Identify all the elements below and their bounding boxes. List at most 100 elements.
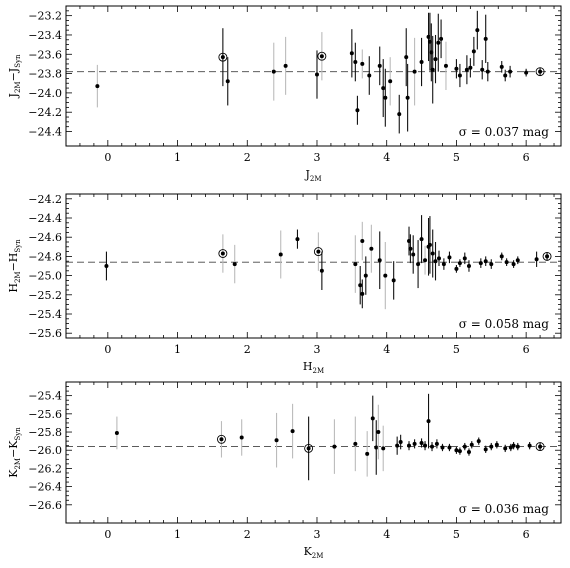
- p1-point-27: [439, 36, 444, 41]
- p1-point-26: [436, 40, 441, 45]
- p3-point-9: [370, 416, 375, 421]
- p3-point-33: [503, 446, 508, 451]
- p3-point-15: [407, 443, 412, 448]
- p1-x-axis-label: J2M: [304, 168, 321, 183]
- p1-point-41: [524, 70, 529, 75]
- p3-point-24: [454, 448, 459, 453]
- p2-point-13: [377, 258, 382, 263]
- p3-xtick-label-4: 4: [383, 528, 390, 541]
- p1-ring-6: [317, 51, 327, 61]
- p1-point-36: [483, 36, 488, 41]
- p2-xtick-label-2: 2: [244, 343, 251, 356]
- p2-point-25: [433, 259, 438, 264]
- panel-j-band: −23.2 −23.4 −23.6 −23.8 −24.0 −24.2 −24.4 0 1 2 3 4…: [7, 5, 562, 183]
- p3-point-26: [462, 444, 467, 449]
- p1-xtick-label-3: 3: [313, 151, 320, 164]
- p2-point-35: [489, 262, 494, 267]
- p3-point-38: [538, 444, 543, 449]
- p2-point-20: [419, 237, 424, 242]
- p2-point-5: [316, 249, 321, 254]
- p2-ytick-label-2: −24.6: [28, 231, 62, 244]
- p3-plot-frame: [65, 381, 562, 524]
- p2-point-14: [383, 273, 388, 278]
- p2-point-0: [104, 264, 109, 268]
- p1-ytick-label-3: −23.8: [28, 68, 62, 81]
- p1-point-17: [404, 55, 409, 60]
- p2-xtick-label-0: 0: [104, 343, 111, 356]
- p1-point-16: [397, 112, 402, 117]
- p2-point-17: [408, 246, 413, 251]
- p2-ytick-label-5: −25.2: [28, 289, 62, 302]
- p1-sigma-annotation: σ = 0.037 mag: [459, 125, 550, 139]
- panel-k-band: −25.4 −25.6 −25.8 −26.0 −26.2 −26.4 −26.6 0 1 2 3 4…: [7, 381, 562, 560]
- p2-ytick-label-6: −25.4: [28, 308, 62, 321]
- p1-ytick-label-1: −23.4: [28, 29, 62, 42]
- p1-point-19: [412, 69, 417, 74]
- p2-xtick-label-5: 5: [453, 343, 460, 356]
- p1-point-6: [319, 54, 324, 59]
- p3-point-18: [423, 443, 428, 448]
- p1-point-15: [388, 79, 393, 84]
- p2-point-38: [511, 262, 516, 267]
- p3-point-4: [290, 429, 295, 434]
- p2-point-18: [411, 252, 416, 257]
- p1-point-5: [314, 72, 319, 77]
- p3-point-11: [376, 430, 381, 435]
- p3-xtick-label-3: 3: [313, 528, 320, 541]
- p2-xtick-label-4: 4: [383, 343, 390, 356]
- p3-ytick-label-5: −26.4: [28, 481, 62, 494]
- p3-point-20: [430, 444, 435, 449]
- p1-point-34: [475, 28, 480, 33]
- p3-point-36: [515, 444, 520, 449]
- p2-sigma-annotation: σ = 0.058 mag: [459, 317, 550, 331]
- p3-xtick-label-2: 2: [244, 528, 251, 541]
- p2-point-7: [353, 262, 358, 267]
- p3-ytick-label-6: −26.6: [28, 499, 62, 512]
- p3-xtick-label-1: 1: [174, 528, 181, 541]
- p3-y-axis-label: K2M−KSyn: [7, 427, 22, 478]
- p3-point-21: [434, 441, 439, 446]
- p2-point-30: [457, 261, 462, 266]
- p2-point-9: [360, 291, 365, 296]
- p1-point-10: [360, 61, 365, 66]
- p2-point-29: [454, 266, 459, 271]
- p2-point-3: [278, 252, 283, 257]
- p3-ytick-label-2: −25.8: [28, 426, 62, 439]
- p1-point-13: [381, 86, 386, 91]
- p3-point-14: [398, 440, 403, 445]
- panel-h-band: −24.2 −24.4 −24.6 −24.8 −25.0 −25.2 −25.4 −25.6…: [7, 193, 562, 375]
- p1-point-4: [283, 63, 288, 68]
- p3-point-12: [381, 446, 386, 451]
- p1-xtick-label-5: 5: [453, 151, 460, 164]
- p3-point-16: [412, 441, 417, 446]
- p2-point-24: [430, 251, 435, 256]
- p2-xtick-label-6: 6: [523, 343, 530, 356]
- p3-ytick-label-4: −26.2: [28, 462, 62, 475]
- p2-point-33: [478, 261, 483, 266]
- p3-point-17: [419, 440, 424, 445]
- p3-ytick-label-1: −25.6: [28, 408, 62, 421]
- p2-ytick-label-4: −25.0: [28, 270, 62, 283]
- p3-point-10: [374, 445, 379, 450]
- p2-point-31: [462, 256, 467, 261]
- p1-point-9: [355, 108, 360, 113]
- p1-ring-42: [535, 67, 545, 77]
- p3-point-19: [426, 419, 431, 424]
- p2-point-6: [319, 268, 324, 273]
- p2-point-34: [483, 259, 488, 264]
- p1-point-28: [443, 63, 448, 68]
- p3-point-2: [239, 435, 244, 440]
- p2-point-1: [220, 251, 225, 256]
- p2-point-19: [416, 262, 421, 267]
- p2-ring-41: [542, 251, 552, 261]
- p3-point-35: [511, 443, 516, 448]
- p3-point-25: [457, 449, 462, 454]
- p2-x-axis-label: H2M: [303, 360, 324, 375]
- p3-point-23: [447, 445, 452, 450]
- p1-xtick-label-6: 6: [523, 151, 530, 164]
- p3-point-13: [395, 443, 400, 448]
- p2-ytick-label-3: −24.8: [28, 250, 62, 263]
- p1-point-35: [480, 67, 485, 72]
- p1-point-1: [220, 55, 225, 60]
